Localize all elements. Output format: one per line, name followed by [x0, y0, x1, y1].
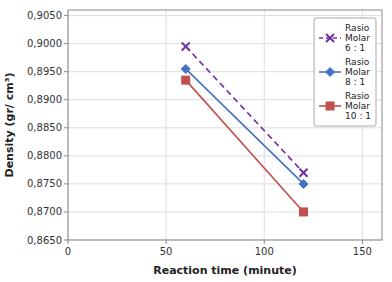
tick-y	[64, 155, 68, 156]
tick-label-y: 0,9050	[27, 10, 62, 21]
grid	[68, 10, 382, 240]
tick-label-y: 0,8750	[27, 178, 62, 189]
tick-y	[64, 43, 68, 44]
tick-y	[64, 127, 68, 128]
point-marker	[182, 42, 190, 50]
tick-label-y: 0,9000	[27, 38, 62, 49]
grid-line-y	[68, 155, 382, 156]
legend-label: RasioMolar6 : 1	[345, 23, 370, 53]
plot-frame	[68, 10, 382, 240]
plot-data	[181, 42, 308, 215]
tick-label-x: 100	[255, 246, 274, 257]
tick-label-x: 150	[353, 246, 372, 257]
tick-label-y: 0,8700	[27, 206, 62, 217]
tick-y	[64, 240, 68, 241]
grid-line-y	[68, 211, 382, 212]
legend: RasioMolar6 : 1 RasioMolar8 : 1 RasioMolar…	[314, 18, 376, 126]
series-line	[186, 80, 304, 212]
series-line	[186, 46, 304, 172]
tick-x	[68, 240, 69, 244]
tick-label-y: 0,8950	[27, 66, 62, 77]
tick-label-y: 0,8850	[27, 122, 62, 133]
tick-x	[166, 240, 167, 244]
tick-y	[64, 211, 68, 212]
tick-x	[362, 240, 363, 244]
legend-marker	[326, 34, 334, 42]
legend-marker	[326, 68, 335, 77]
tick-label-y: 0,8650	[27, 235, 62, 246]
point-marker	[300, 208, 308, 216]
legend-entry: RasioMolar10 : 1	[319, 91, 371, 121]
point-marker	[182, 76, 190, 84]
legend-label: RasioMolar10 : 1	[345, 91, 371, 121]
tick-label-y: 0,8900	[27, 94, 62, 105]
point-marker	[299, 179, 308, 188]
tick-label-x: 0	[65, 246, 71, 257]
tick-y	[64, 183, 68, 184]
legend-entry: RasioMolar8 : 1	[319, 57, 370, 87]
tick-y	[64, 99, 68, 100]
legend-marker	[326, 102, 334, 110]
grid-line-x	[264, 10, 265, 240]
series-line	[186, 69, 304, 184]
tick-y	[64, 15, 68, 16]
grid-line-y	[68, 15, 382, 16]
legend-entry: RasioMolar6 : 1	[319, 23, 370, 53]
x-axis-label: Reaction time (minute)	[153, 264, 297, 277]
grid-line-x	[166, 10, 167, 240]
legend-box	[314, 18, 376, 126]
tick-y	[64, 71, 68, 72]
y-axis-label: Density (gr/ cm³)	[3, 73, 16, 178]
grid-line-y	[68, 127, 382, 128]
tick-x	[264, 240, 265, 244]
grid-line-y	[68, 183, 382, 184]
tick-label-y: 0,8800	[27, 150, 62, 161]
tick-label-x: 50	[160, 246, 173, 257]
legend-label: RasioMolar8 : 1	[345, 57, 370, 87]
point-marker	[181, 64, 190, 73]
chart: 0,8650 0,8700 0,8750 0,8800 0,8850 0,8900 0,89…	[0, 0, 392, 282]
point-marker	[300, 169, 308, 177]
